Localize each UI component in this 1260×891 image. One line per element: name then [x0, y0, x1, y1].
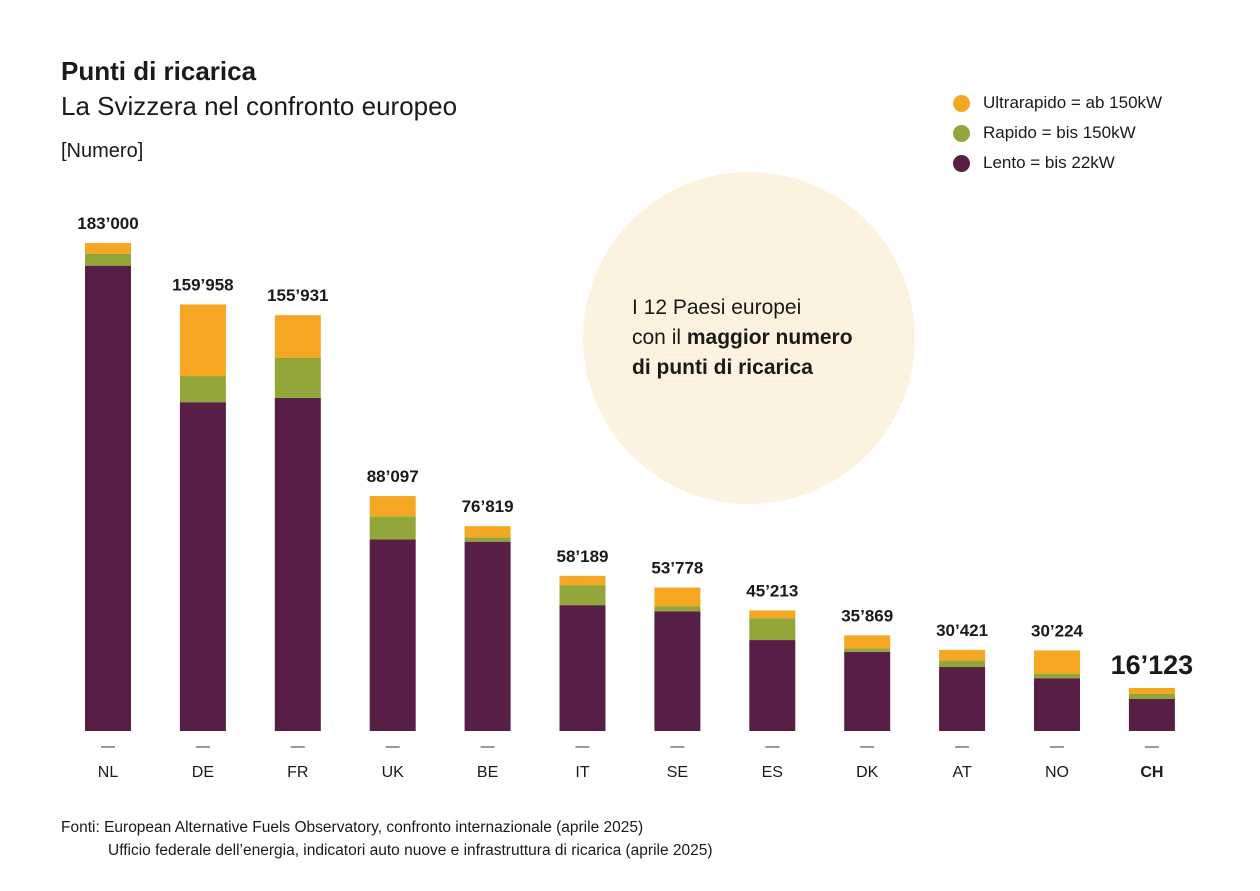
bar-nl-ultrarapido: [85, 243, 131, 254]
category-label-be: BE: [477, 764, 498, 781]
bar-be-rapido: [464, 537, 511, 542]
total-label-uk: 88’097: [367, 467, 419, 486]
legend-label-lento: Lento = bis 22kW: [983, 153, 1115, 172]
total-label-nl: 183’000: [77, 214, 138, 233]
category-label-nl: NL: [98, 764, 119, 781]
bar-it-rapido: [559, 585, 606, 606]
legend-item-ultrarapido: Ultrarapido = ab 150kW: [953, 88, 1162, 118]
legend: Ultrarapido = ab 150kW Rapido = bis 150k…: [953, 88, 1162, 178]
bar-es-ultrarapido: [749, 610, 796, 619]
total-label-at: 30’421: [936, 621, 988, 640]
bars-group: 183’000 NL 159’958 DE 155’931 FR 88’097 UK 76’81…: [77, 214, 1193, 781]
bar-se-rapido: [654, 606, 701, 612]
total-label-dk: 35’869: [841, 606, 893, 625]
chart-title: Punti di ricarica: [61, 56, 257, 86]
category-label-no: NO: [1045, 764, 1069, 781]
bar-no-rapido: [1034, 673, 1080, 679]
bar-ch-lento: [1128, 699, 1175, 731]
annotation-note: I 12 Paesi europei con il maggior numero…: [632, 293, 853, 383]
bar-uk-lento: [369, 539, 416, 731]
bar-de-ultrarapido: [179, 304, 226, 377]
total-label-no: 30’224: [1031, 621, 1084, 640]
bar-at-rapido: [939, 660, 986, 667]
sources: Fonti: European Alternative Fuels Observ…: [61, 816, 713, 862]
note-line-3-bold: di punti di ricarica: [632, 356, 813, 379]
bar-uk-ultrarapido: [369, 496, 416, 517]
total-label-de: 159’958: [172, 275, 233, 294]
bar-ch-ultrarapido: [1128, 688, 1175, 694]
bar-dk-rapido: [844, 648, 891, 652]
bar-es-lento: [749, 640, 796, 731]
category-label-dk: DK: [856, 764, 879, 781]
bar-de-lento: [179, 402, 226, 731]
legend-label-ultrarapido: Ultrarapido = ab 150kW: [983, 93, 1163, 112]
bar-de-rapido: [179, 376, 226, 403]
bar-no-lento: [1034, 678, 1080, 731]
bar-no-ultrarapido: [1034, 650, 1080, 674]
total-label-be: 76’819: [462, 497, 514, 516]
category-label-it: IT: [575, 764, 589, 781]
legend-dot-ultrarapido: [953, 94, 970, 112]
bar-fr-rapido: [274, 357, 321, 398]
category-label-se: SE: [667, 764, 688, 781]
total-label-es: 45’213: [746, 581, 798, 600]
chart-subtitle: La Svizzera nel confronto europeo: [61, 91, 458, 121]
bar-fr-ultrarapido: [274, 315, 321, 358]
category-label-at: AT: [952, 764, 971, 781]
bar-dk-ultrarapido: [844, 635, 891, 649]
source-line-1: Fonti: European Alternative Fuels Observ…: [61, 819, 644, 836]
bar-be-lento: [464, 541, 511, 731]
note-line-2-prefix: con il: [632, 326, 687, 349]
note-line-2-bold: maggior numero: [686, 326, 853, 349]
total-label-fr: 155’931: [267, 286, 328, 305]
bar-it-lento: [559, 605, 606, 731]
total-label-ch: 16’123: [1111, 650, 1194, 680]
category-label-es: ES: [762, 764, 783, 781]
bar-nl-rapido: [85, 253, 131, 266]
legend-label-rapido: Rapido = bis 150kW: [983, 123, 1136, 142]
bar-es-rapido: [749, 618, 796, 641]
bar-ch-rapido: [1128, 693, 1175, 699]
note-line-2: con il maggior numero: [632, 323, 853, 353]
category-label-ch: CH: [1140, 764, 1163, 781]
note-line-1: I 12 Paesi europei: [632, 296, 802, 319]
category-label-fr: FR: [287, 764, 308, 781]
bar-be-ultrarapido: [464, 526, 511, 538]
bar-dk-lento: [844, 651, 891, 731]
bar-se-ultrarapido: [654, 587, 701, 607]
source-line-2: Ufficio federale dell’energia, indicator…: [108, 842, 713, 859]
bar-fr-lento: [274, 397, 321, 731]
bar-it-ultrarapido: [559, 575, 606, 586]
bar-at-lento: [939, 667, 986, 731]
legend-dot-lento: [953, 154, 970, 172]
total-label-it: 58’189: [557, 547, 609, 566]
unit-label: [Numero]: [61, 140, 144, 162]
bar-uk-rapido: [369, 516, 416, 540]
legend-item-rapido: Rapido = bis 150kW: [953, 118, 1162, 148]
highlight-circle: [583, 172, 915, 504]
bar-se-lento: [654, 611, 701, 731]
legend-item-lento: Lento = bis 22kW: [953, 148, 1162, 178]
category-label-uk: UK: [382, 764, 405, 781]
total-label-se: 53’778: [651, 559, 703, 578]
legend-dot-rapido: [953, 124, 970, 142]
bar-nl-lento: [85, 265, 131, 731]
category-label-de: DE: [192, 764, 214, 781]
bar-at-ultrarapido: [939, 649, 986, 661]
note-line-3: di punti di ricarica: [632, 353, 853, 383]
